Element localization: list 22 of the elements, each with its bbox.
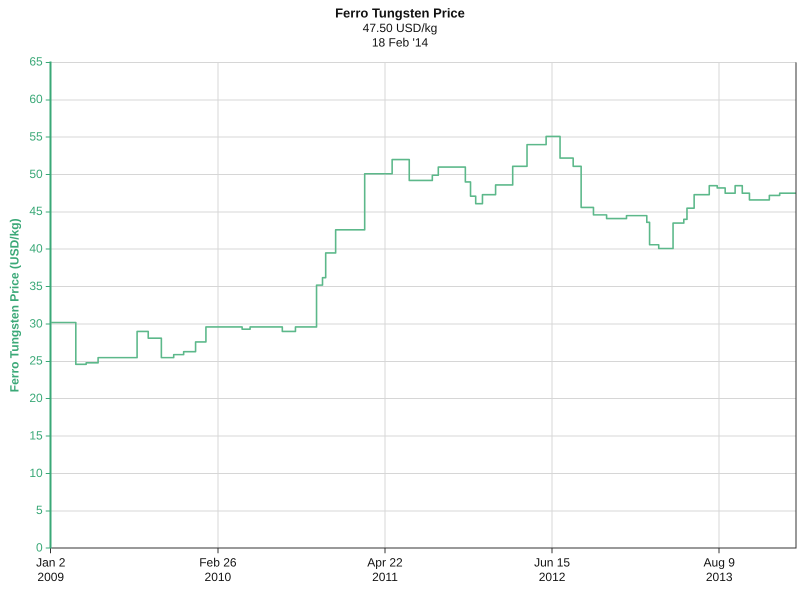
x-tick-label: Aug 9 2013 xyxy=(704,556,736,584)
y-tick-label: 45 xyxy=(29,204,44,218)
x-tick-label: Feb 26 2010 xyxy=(199,556,237,584)
y-tick-label: 30 xyxy=(29,316,44,330)
x-tick-label: Jun 15 2012 xyxy=(534,556,570,584)
y-tick-label: 5 xyxy=(36,503,44,518)
x-tick-label: Jan 2 2009 xyxy=(36,556,66,584)
y-axis-title: Ferro Tungsten Price (USD/kg) xyxy=(8,218,22,392)
y-tick-label: 10 xyxy=(29,466,44,480)
y-tick-label: 35 xyxy=(29,278,44,293)
chart-subtitle: 47.50 USD/kg 18 Feb '14 xyxy=(362,21,438,50)
y-tick-label: 40 xyxy=(29,242,44,256)
y-tick-label: 65 xyxy=(29,54,44,69)
y-tick-label: 60 xyxy=(29,92,44,106)
y-tick-label: 15 xyxy=(29,428,44,442)
y-tick-label: 50 xyxy=(29,166,44,181)
x-tick-label: Apr 22 2011 xyxy=(367,556,403,584)
y-tick-label: 0 xyxy=(36,540,44,555)
chart-title: Ferro Tungsten Price xyxy=(335,5,465,20)
y-tick-label: 20 xyxy=(29,391,44,406)
y-tick-label: 55 xyxy=(29,129,44,144)
y-tick-label: 25 xyxy=(29,354,44,368)
